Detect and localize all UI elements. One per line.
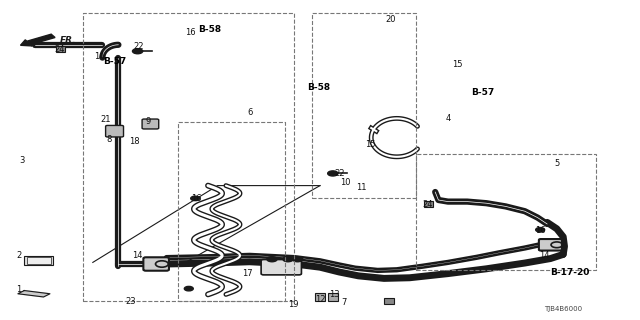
Circle shape xyxy=(292,257,303,262)
Text: 3: 3 xyxy=(20,156,25,164)
Circle shape xyxy=(267,257,277,262)
Circle shape xyxy=(536,228,545,232)
Text: B-57: B-57 xyxy=(104,57,127,66)
Text: FR.: FR. xyxy=(60,36,76,44)
Text: 16: 16 xyxy=(536,226,546,235)
Text: 7: 7 xyxy=(342,298,347,307)
Text: 16: 16 xyxy=(186,28,196,36)
Circle shape xyxy=(283,257,293,262)
Text: 21: 21 xyxy=(100,115,111,124)
Bar xyxy=(312,13,416,198)
Bar xyxy=(178,122,285,301)
Text: 14: 14 xyxy=(94,52,104,60)
Polygon shape xyxy=(18,291,50,297)
Text: 23: 23 xyxy=(126,297,136,306)
FancyBboxPatch shape xyxy=(106,125,124,137)
Text: B-58: B-58 xyxy=(307,83,330,92)
Text: 22: 22 xyxy=(334,169,344,178)
Text: 16: 16 xyxy=(191,194,202,203)
Bar xyxy=(416,154,596,270)
Text: TJB4B6000: TJB4B6000 xyxy=(544,306,582,312)
Text: B-58: B-58 xyxy=(198,25,221,34)
FancyBboxPatch shape xyxy=(261,260,301,275)
Text: 5: 5 xyxy=(554,159,559,168)
Text: B-17-20: B-17-20 xyxy=(550,268,589,277)
Text: 24: 24 xyxy=(54,45,65,54)
Text: B-57: B-57 xyxy=(472,88,495,97)
Bar xyxy=(56,46,65,52)
Text: 14: 14 xyxy=(132,252,143,260)
Bar xyxy=(315,293,325,301)
Text: 18: 18 xyxy=(129,137,140,146)
Text: 2: 2 xyxy=(17,252,22,260)
FancyArrow shape xyxy=(20,34,55,46)
Text: 1: 1 xyxy=(17,285,22,294)
Circle shape xyxy=(132,49,143,54)
Text: 13: 13 xyxy=(330,290,340,299)
Text: 8: 8 xyxy=(106,135,111,144)
Text: 17: 17 xyxy=(243,269,253,278)
Text: 9: 9 xyxy=(146,117,151,126)
Text: 22: 22 xyxy=(133,42,143,51)
Bar xyxy=(24,256,53,265)
Text: 24: 24 xyxy=(422,200,433,209)
Text: 15: 15 xyxy=(452,60,463,68)
Circle shape xyxy=(328,171,338,176)
Circle shape xyxy=(184,286,193,291)
Bar xyxy=(27,257,51,264)
Bar xyxy=(384,298,394,304)
Text: 4: 4 xyxy=(445,114,451,123)
Text: 11: 11 xyxy=(356,183,367,192)
Text: 15: 15 xyxy=(365,140,375,148)
FancyBboxPatch shape xyxy=(143,257,169,271)
FancyBboxPatch shape xyxy=(539,239,562,251)
Text: 6: 6 xyxy=(247,108,252,116)
Bar xyxy=(83,13,294,301)
Text: 12: 12 xyxy=(315,295,325,304)
FancyBboxPatch shape xyxy=(142,119,159,129)
Bar xyxy=(328,293,338,301)
Text: 14: 14 xyxy=(539,252,549,260)
Text: 19: 19 xyxy=(288,300,298,309)
Text: 20: 20 xyxy=(385,15,396,24)
Bar xyxy=(424,201,433,207)
Text: 10: 10 xyxy=(340,178,351,187)
Circle shape xyxy=(191,196,200,201)
